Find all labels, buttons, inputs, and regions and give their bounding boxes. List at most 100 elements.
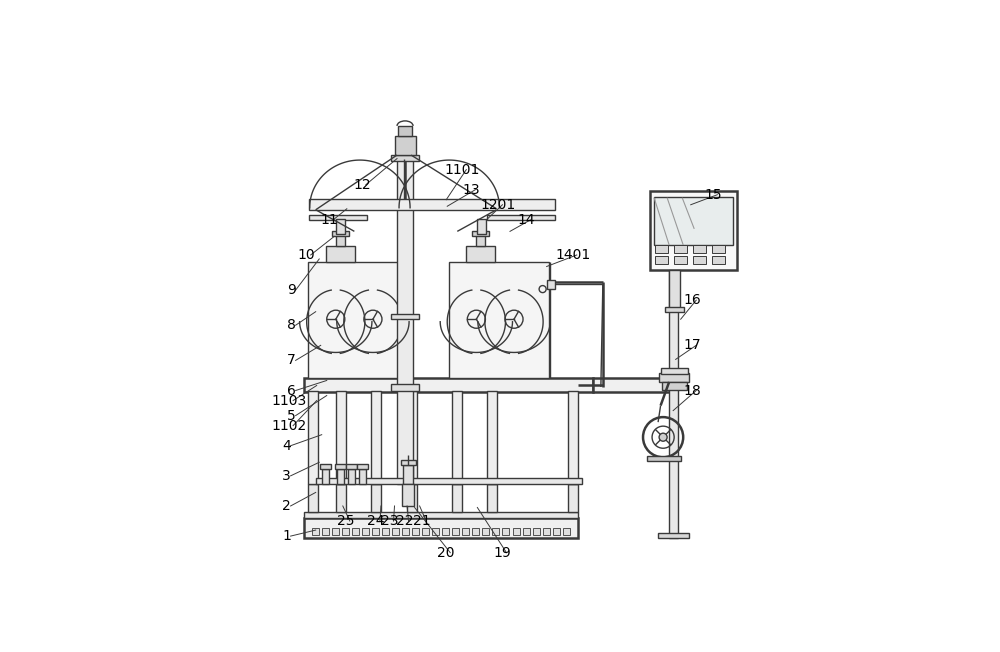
Text: 15: 15: [705, 188, 722, 201]
Bar: [382, 527, 389, 535]
Bar: [359, 469, 366, 484]
Bar: [442, 527, 449, 535]
Bar: [523, 527, 530, 535]
Bar: [568, 391, 578, 484]
Bar: [669, 263, 678, 538]
Text: 12: 12: [353, 178, 371, 192]
Bar: [372, 527, 379, 535]
Bar: [476, 235, 485, 246]
Bar: [332, 231, 349, 237]
Bar: [712, 245, 725, 253]
Bar: [312, 527, 319, 535]
Bar: [308, 484, 318, 512]
Bar: [391, 155, 419, 161]
Bar: [391, 314, 419, 319]
Bar: [502, 527, 509, 535]
Text: 25: 25: [337, 514, 355, 528]
Text: 4: 4: [282, 439, 291, 452]
Text: 17: 17: [683, 338, 701, 352]
Text: 10: 10: [298, 248, 315, 262]
Bar: [432, 527, 439, 535]
Text: 6: 6: [287, 383, 296, 398]
Text: 1401: 1401: [555, 248, 590, 262]
Bar: [472, 231, 489, 237]
Text: 11: 11: [320, 213, 338, 227]
Bar: [402, 484, 414, 506]
Bar: [712, 256, 725, 264]
Bar: [336, 391, 346, 484]
Bar: [352, 527, 359, 535]
Text: 22: 22: [396, 514, 413, 528]
Text: 7: 7: [287, 353, 296, 367]
Bar: [487, 484, 497, 512]
Bar: [371, 391, 381, 484]
Bar: [348, 469, 355, 484]
Bar: [308, 391, 318, 484]
Bar: [337, 469, 344, 484]
Bar: [482, 527, 489, 535]
Bar: [422, 527, 429, 535]
Bar: [674, 245, 687, 253]
Bar: [401, 460, 416, 465]
Text: 16: 16: [683, 293, 701, 307]
Bar: [335, 464, 346, 469]
Bar: [466, 246, 495, 263]
Bar: [403, 465, 413, 484]
Bar: [322, 527, 329, 535]
Bar: [669, 270, 680, 309]
Bar: [304, 518, 578, 538]
Text: 1103: 1103: [271, 394, 307, 408]
Bar: [452, 484, 462, 512]
Text: 5: 5: [287, 409, 296, 422]
Bar: [655, 256, 668, 264]
Bar: [449, 263, 549, 378]
Bar: [655, 245, 668, 253]
Bar: [665, 307, 684, 312]
Bar: [674, 256, 687, 264]
Bar: [357, 464, 368, 469]
Bar: [362, 527, 369, 535]
Bar: [391, 385, 419, 391]
Bar: [316, 478, 582, 484]
Circle shape: [659, 433, 667, 441]
Bar: [326, 246, 355, 263]
Bar: [533, 527, 540, 535]
Bar: [650, 190, 737, 270]
Text: 1101: 1101: [445, 162, 480, 177]
Bar: [392, 527, 399, 535]
Bar: [452, 391, 462, 484]
Bar: [308, 263, 408, 378]
Bar: [397, 155, 413, 484]
Bar: [309, 199, 555, 210]
Bar: [371, 484, 381, 512]
Text: 20: 20: [437, 546, 455, 559]
Bar: [543, 527, 550, 535]
Text: 1102: 1102: [271, 419, 307, 433]
Text: 21: 21: [413, 514, 431, 528]
Text: 19: 19: [494, 546, 511, 559]
Bar: [553, 527, 560, 535]
Text: 23: 23: [381, 514, 398, 528]
Bar: [593, 378, 671, 392]
Bar: [568, 484, 578, 512]
Bar: [661, 368, 688, 374]
Text: 13: 13: [463, 183, 480, 197]
Bar: [654, 197, 733, 245]
Bar: [662, 382, 687, 389]
Bar: [309, 215, 367, 220]
Bar: [336, 484, 346, 512]
Bar: [304, 512, 578, 518]
Bar: [407, 484, 417, 512]
Bar: [336, 219, 345, 234]
Bar: [395, 136, 416, 155]
Text: 1201: 1201: [481, 198, 516, 212]
Bar: [492, 527, 499, 535]
Bar: [304, 378, 593, 392]
Bar: [563, 527, 570, 535]
Bar: [487, 391, 497, 484]
Text: 14: 14: [518, 213, 535, 227]
Text: 18: 18: [683, 383, 701, 398]
Bar: [487, 215, 555, 220]
Bar: [547, 280, 555, 289]
Bar: [412, 527, 419, 535]
